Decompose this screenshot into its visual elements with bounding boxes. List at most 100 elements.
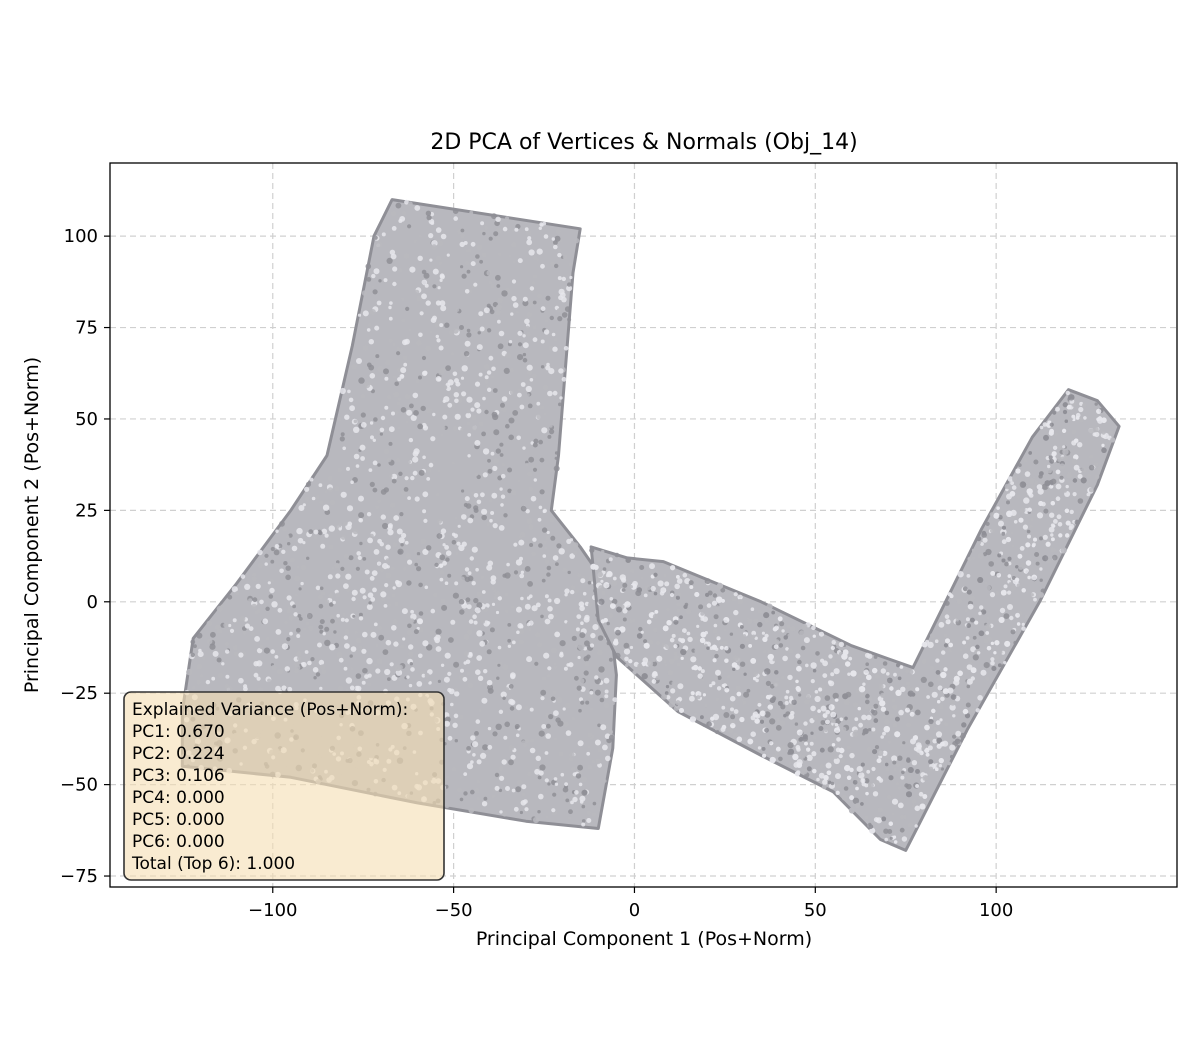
scatter-point <box>906 758 911 763</box>
scatter-point <box>1073 464 1080 471</box>
scatter-point <box>408 328 412 332</box>
scatter-point <box>543 412 548 416</box>
scatter-point <box>284 666 290 672</box>
scatter-point <box>788 761 792 766</box>
scatter-point <box>558 751 564 757</box>
scatter-point <box>206 638 213 645</box>
scatter-point <box>370 631 377 638</box>
scatter-point <box>475 567 479 572</box>
scatter-point <box>517 623 523 629</box>
scatter-point <box>789 625 796 632</box>
scatter-point <box>435 300 441 306</box>
scatter-point <box>294 593 298 597</box>
scatter-point <box>937 703 944 710</box>
scatter-point <box>712 713 720 721</box>
scatter-point <box>652 613 659 620</box>
scatter-point <box>362 595 367 600</box>
scatter-point <box>460 228 465 233</box>
scatter-point <box>285 534 290 539</box>
scatter-point <box>843 699 851 706</box>
scatter-point <box>459 233 466 239</box>
scatter-point <box>874 745 880 750</box>
scatter-point <box>858 722 863 728</box>
scatter-point <box>896 663 901 668</box>
scatter-point <box>764 618 770 624</box>
scatter-point <box>532 537 537 542</box>
scatter-point <box>605 574 610 578</box>
scatter-point <box>248 598 253 603</box>
scatter-point <box>374 325 380 331</box>
scatter-point <box>680 656 684 661</box>
scatter-point <box>487 468 493 474</box>
scatter-point <box>770 669 775 674</box>
scatter-point <box>403 253 410 260</box>
scatter-point <box>345 385 349 389</box>
scatter-point <box>640 576 644 580</box>
scatter-point <box>304 496 310 502</box>
scatter-point <box>612 697 618 703</box>
scatter-point <box>852 731 859 738</box>
scatter-point <box>353 419 358 424</box>
scatter-point <box>489 627 495 633</box>
scatter-point <box>469 556 474 561</box>
scatter-point <box>538 543 543 548</box>
scatter-point <box>320 591 326 596</box>
scatter-point <box>373 549 380 555</box>
scatter-point <box>526 656 533 663</box>
scatter-point <box>199 673 204 678</box>
scatter-point <box>867 728 872 732</box>
scatter-point <box>577 764 583 771</box>
scatter-point <box>243 686 248 692</box>
scatter-point <box>784 700 789 706</box>
scatter-point <box>221 662 225 666</box>
scatter-point <box>564 620 568 624</box>
scatter-point <box>828 654 833 659</box>
scatter-point <box>532 274 538 279</box>
scatter-point <box>886 672 890 676</box>
scatter-point <box>891 812 895 816</box>
scatter-point <box>624 601 631 608</box>
scatter-point <box>676 602 681 607</box>
scatter-point <box>376 357 380 361</box>
scatter-point <box>534 661 539 666</box>
scatter-point <box>375 643 379 648</box>
scatter-point <box>535 755 541 761</box>
scatter-point <box>819 764 825 769</box>
scatter-point <box>936 676 942 682</box>
scatter-point <box>380 514 386 520</box>
scatter-point <box>920 676 927 684</box>
scatter-point <box>978 611 982 616</box>
scatter-point <box>538 730 545 737</box>
scatter-point <box>1057 445 1062 450</box>
scatter-point <box>907 822 914 828</box>
scatter-point <box>488 498 493 503</box>
scatter-point <box>254 636 260 642</box>
scatter-point <box>1048 526 1055 533</box>
scatter-point <box>538 439 543 445</box>
scatter-point <box>342 521 348 526</box>
scatter-point <box>1048 484 1054 489</box>
scatter-point <box>570 800 574 805</box>
scatter-point <box>965 702 971 708</box>
scatter-point <box>794 722 799 726</box>
scatter-point <box>450 619 456 625</box>
scatter-point <box>911 804 916 808</box>
scatter-point <box>926 695 930 699</box>
scatter-point <box>1007 590 1012 595</box>
scatter-point <box>498 525 505 531</box>
scatter-point <box>966 678 973 685</box>
scatter-point <box>311 496 316 501</box>
scatter-point <box>466 746 471 751</box>
scatter-point <box>1052 410 1057 415</box>
scatter-point <box>463 650 469 657</box>
scatter-point <box>362 631 368 638</box>
scatter-point <box>459 241 465 248</box>
scatter-point <box>895 716 900 722</box>
scatter-point <box>799 630 805 636</box>
scatter-point <box>190 652 195 658</box>
scatter-point <box>860 778 866 784</box>
scatter-point <box>501 759 507 765</box>
scatter-point <box>636 587 642 593</box>
scatter-point <box>300 581 304 586</box>
scatter-point <box>377 365 384 373</box>
